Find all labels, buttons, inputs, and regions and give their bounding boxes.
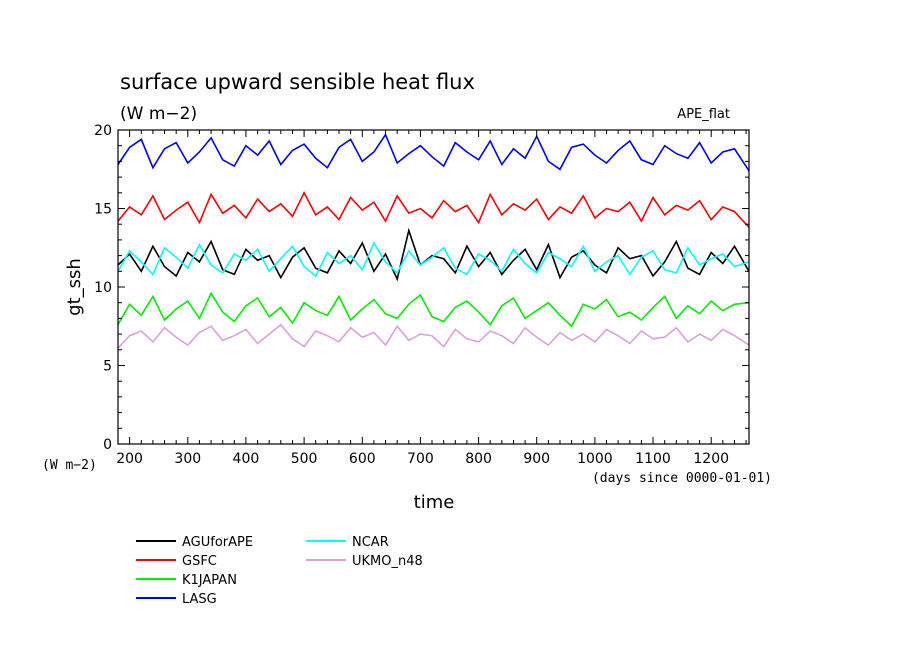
- legend-label-lasg: LASG: [182, 592, 217, 607]
- series-layer: [117, 133, 750, 349]
- chart-subtitle: (W m−2): [120, 104, 197, 124]
- x-tick-label: 1200: [693, 451, 729, 467]
- legend: AGUforAPE GSFC K1JAPAN LASG NCAR UKMO_n48: [136, 535, 423, 607]
- x-tick-label: 500: [291, 451, 318, 467]
- y-tick-label: 10: [94, 280, 112, 296]
- y-tick-label: 0: [103, 437, 112, 453]
- x-tick-label: 1100: [635, 451, 671, 467]
- legend-label-ukmo-n48: UKMO_n48: [352, 554, 423, 569]
- legend-label-ncar: NCAR: [352, 535, 389, 550]
- x-tick-label: 600: [349, 451, 376, 467]
- x-axis-label: time: [414, 492, 455, 513]
- y-axis-label: gt_ssh: [64, 258, 85, 316]
- y-tick-label: 5: [103, 359, 112, 375]
- x-tick-label: 200: [116, 451, 143, 467]
- x-tick-label: 400: [233, 451, 260, 467]
- series-line-ukmo-n48: [117, 323, 750, 349]
- legend-label-aguforape: AGUforAPE: [182, 535, 253, 550]
- legend-label-gsfc: GSFC: [182, 554, 217, 569]
- series-line-aguforape: [117, 227, 750, 282]
- y-axis: 0 5 10 15 20: [94, 123, 749, 453]
- x-tick-label: 300: [174, 451, 201, 467]
- x-axis-units: (days since 0000-01-01): [592, 471, 772, 486]
- series-line-ncar: [117, 241, 750, 278]
- y-tick-label: 15: [94, 202, 112, 218]
- y-axis-units: (W m−2): [42, 458, 97, 473]
- legend-label-k1japan: K1JAPAN: [182, 573, 237, 588]
- x-tick-label: 1000: [577, 451, 613, 467]
- series-line-lasg: [117, 133, 750, 172]
- plot-frame: [117, 129, 750, 445]
- x-tick-label: 800: [465, 451, 492, 467]
- y-tick-label: 20: [94, 123, 112, 139]
- x-axis: 200 300 400 500 600 700 800 900 1000 1100 1200: [116, 130, 747, 467]
- x-tick-label: 900: [523, 451, 550, 467]
- series-line-k1japan: [117, 291, 750, 328]
- x-tick-label: 700: [407, 451, 434, 467]
- dataset-label: APE_flat: [677, 107, 730, 122]
- series-line-gsfc: [117, 191, 750, 228]
- chart-title: surface upward sensible heat flux: [120, 70, 475, 94]
